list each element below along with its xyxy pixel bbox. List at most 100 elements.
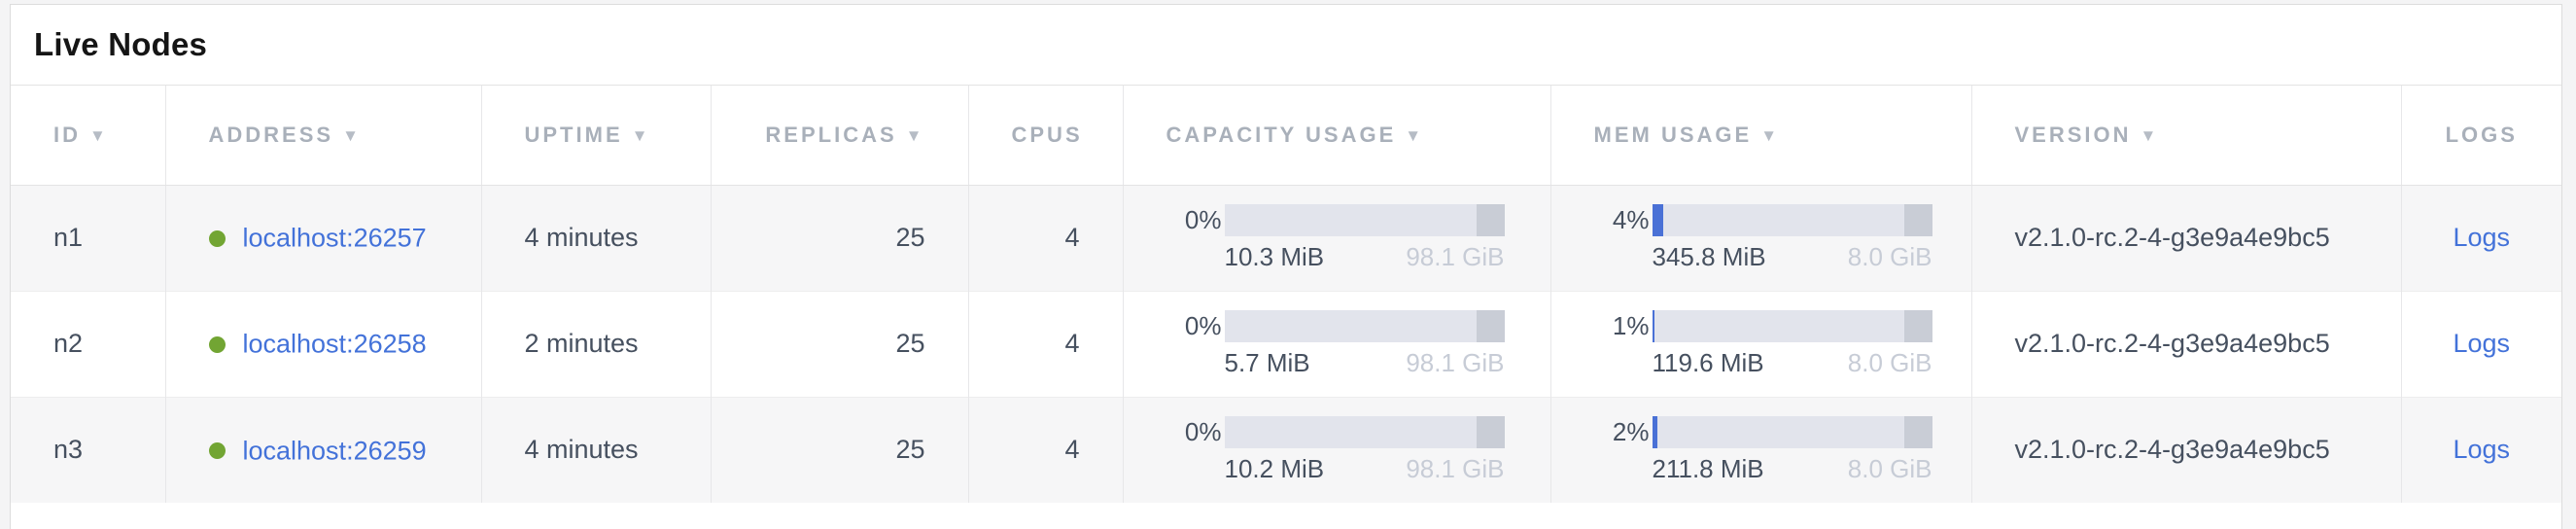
mem-usage-cell: 4% 345.8 MiB 8.0 GiB (1550, 185, 1972, 291)
node-id-cell: n1 (11, 185, 166, 291)
bar-end-segment (1903, 309, 1932, 342)
logs-cell: Logs (2401, 397, 2561, 503)
capacity-usage-widget: 0% 5.7 MiB 98.1 GiB (1166, 309, 1550, 378)
sort-desc-icon: ▼ (905, 125, 925, 145)
capacity-usage-bar (1224, 309, 1505, 342)
mem-usage-widget: 2% 211.8 MiB 8.0 GiB (1594, 415, 1971, 484)
mem-usage-bar (1652, 415, 1932, 448)
capacity-usage-cell: 0% 10.2 MiB 98.1 GiB (1123, 397, 1551, 503)
capacity-usage-bar (1224, 203, 1505, 236)
mem-total-value: 8.0 GiB (1847, 347, 1932, 377)
capacity-used-value: 5.7 MiB (1224, 347, 1310, 377)
mem-usage-widget: 1% 119.6 MiB 8.0 GiB (1594, 309, 1971, 378)
capacity-total-value: 98.1 GiB (1406, 347, 1505, 377)
logs-cell: Logs (2401, 291, 2561, 397)
version-cell: v2.1.0-rc.2-4-g3e9a4e9bc5 (1971, 185, 2402, 291)
cpus-cell: 4 (968, 291, 1124, 397)
cpus-cell: 4 (968, 397, 1124, 503)
column-header-label: CAPACITY USAGE (1166, 122, 1397, 147)
mem-percent-label: 1% (1612, 310, 1650, 340)
capacity-usage-cell: 0% 10.3 MiB 98.1 GiB (1123, 185, 1551, 291)
capacity-total-value: 98.1 GiB (1406, 453, 1505, 483)
bar-end-segment (1476, 203, 1505, 236)
replicas-cell: 25 (711, 291, 969, 397)
column-header-mem-usage[interactable]: MEM USAGE ▼ (1550, 86, 1972, 186)
column-header-id[interactable]: ID ▼ (11, 86, 166, 186)
mem-used-value: 345.8 MiB (1652, 241, 1766, 271)
mem-used-value: 211.8 MiB (1652, 453, 1764, 483)
column-header-version[interactable]: VERSION ▼ (1971, 86, 2402, 186)
capacity-percent-label: 0% (1184, 204, 1222, 234)
mem-total-value: 8.0 GiB (1847, 453, 1932, 483)
mem-percent-label: 2% (1612, 416, 1650, 446)
table-header-row: ID ▼ ADDRESS ▼ UPTIME ▼ REPLICAS ▼ CPUS CAPA… (11, 86, 2561, 186)
node-id-cell: n3 (11, 397, 166, 503)
address-link[interactable]: localhost:26258 (242, 329, 427, 359)
capacity-usage-bar (1224, 415, 1505, 448)
mem-used-value: 119.6 MiB (1652, 347, 1764, 377)
capacity-usage-cell: 0% 5.7 MiB 98.1 GiB (1123, 291, 1551, 397)
capacity-percent-label: 0% (1184, 416, 1222, 446)
bar-end-segment (1476, 309, 1505, 342)
column-header-uptime[interactable]: UPTIME ▼ (481, 86, 712, 186)
column-header-cpus: CPUS (968, 86, 1124, 186)
column-header-address[interactable]: ADDRESS ▼ (165, 86, 482, 186)
column-header-capacity-usage[interactable]: CAPACITY USAGE ▼ (1123, 86, 1551, 186)
logs-cell: Logs (2401, 185, 2561, 291)
mem-total-value: 8.0 GiB (1847, 241, 1932, 271)
live-status-icon (208, 229, 226, 247)
version-cell: v2.1.0-rc.2-4-g3e9a4e9bc5 (1971, 397, 2402, 503)
column-header-label: ID (53, 122, 81, 147)
live-status-icon (208, 335, 226, 353)
mem-usage-widget: 4% 345.8 MiB 8.0 GiB (1594, 203, 1971, 272)
sort-desc-icon: ▼ (1405, 125, 1425, 145)
panel-header: Live Nodes (11, 5, 2561, 86)
sort-desc-icon: ▼ (342, 125, 362, 145)
sort-desc-icon: ▼ (89, 125, 109, 145)
address-cell: localhost:26258 (165, 291, 482, 397)
logs-link[interactable]: Logs (2453, 223, 2511, 252)
address-cell: localhost:26259 (165, 397, 482, 503)
uptime-cell: 4 minutes (481, 185, 712, 291)
capacity-usage-widget: 0% 10.3 MiB 98.1 GiB (1166, 203, 1550, 272)
version-cell: v2.1.0-rc.2-4-g3e9a4e9bc5 (1971, 291, 2402, 397)
column-header-replicas[interactable]: REPLICAS ▼ (711, 86, 969, 186)
logs-link[interactable]: Logs (2453, 435, 2511, 465)
live-nodes-panel: Live Nodes ID ▼ ADDRESS ▼ UPTIME ▼ REPLICAS… (10, 4, 2562, 529)
column-header-logs: LOGS (2401, 86, 2561, 186)
bar-used-fill (1652, 415, 1658, 448)
bar-used-fill (1652, 203, 1664, 236)
address-cell: localhost:26257 (165, 185, 482, 291)
column-header-label: REPLICAS (765, 122, 897, 147)
mem-usage-bar (1652, 309, 1932, 342)
sort-desc-icon: ▼ (1760, 125, 1781, 145)
mem-usage-cell: 1% 119.6 MiB 8.0 GiB (1550, 291, 1972, 397)
sort-desc-icon: ▼ (2140, 125, 2160, 145)
logs-link[interactable]: Logs (2453, 329, 2511, 358)
capacity-used-value: 10.3 MiB (1224, 241, 1325, 271)
table-row-n2: n2 localhost:26258 2 minutes 25 4 0% (11, 291, 2561, 397)
mem-percent-label: 4% (1612, 204, 1650, 234)
page-title: Live Nodes (34, 26, 208, 62)
column-header-label: VERSION (2014, 122, 2132, 147)
node-id-cell: n2 (11, 291, 166, 397)
live-status-icon (208, 441, 226, 459)
column-header-label: CPUS (1011, 122, 1083, 147)
replicas-cell: 25 (711, 397, 969, 503)
capacity-usage-widget: 0% 10.2 MiB 98.1 GiB (1166, 415, 1550, 484)
column-header-label: LOGS (2445, 122, 2518, 147)
mem-usage-bar (1652, 203, 1932, 236)
column-header-label: MEM USAGE (1593, 122, 1753, 147)
capacity-percent-label: 0% (1184, 310, 1222, 340)
bar-end-segment (1903, 415, 1932, 448)
bar-end-segment (1476, 415, 1505, 448)
address-link[interactable]: localhost:26257 (242, 223, 427, 253)
replicas-cell: 25 (711, 185, 969, 291)
address-link[interactable]: localhost:26259 (242, 435, 427, 465)
uptime-cell: 2 minutes (481, 291, 712, 397)
uptime-cell: 4 minutes (481, 397, 712, 503)
capacity-used-value: 10.2 MiB (1224, 453, 1325, 483)
sort-desc-icon: ▼ (631, 125, 651, 145)
capacity-total-value: 98.1 GiB (1406, 241, 1505, 271)
mem-usage-cell: 2% 211.8 MiB 8.0 GiB (1550, 397, 1972, 503)
